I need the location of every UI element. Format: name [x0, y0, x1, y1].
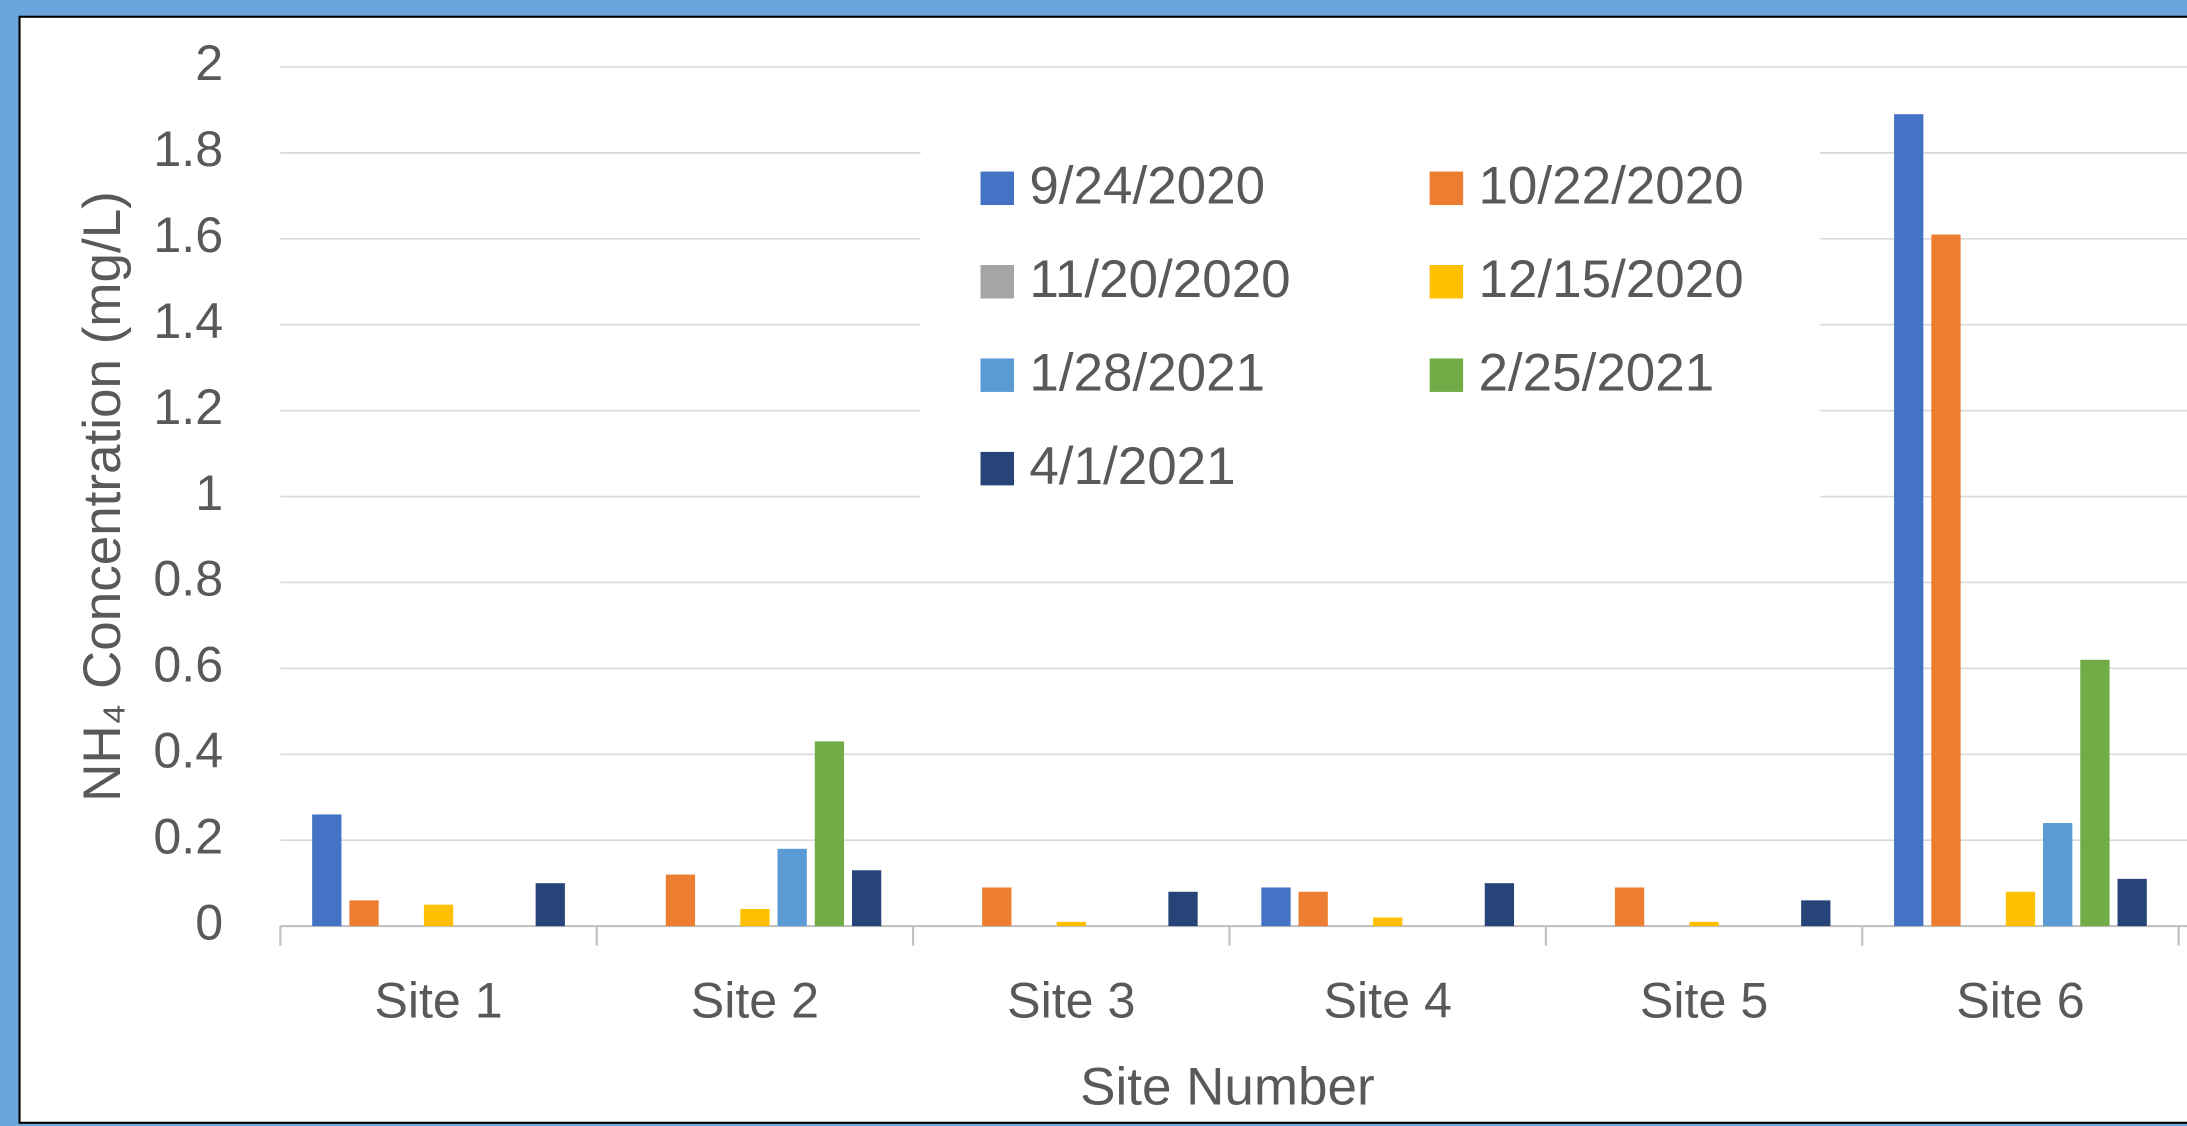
y-tick-label: 2 [195, 35, 223, 91]
bar [1298, 891, 1328, 927]
legend-swatch [1429, 358, 1464, 392]
y-tick-label: 0.8 [153, 551, 223, 607]
bar [851, 870, 882, 927]
legend-swatch [980, 265, 1014, 299]
x-tick-label: Site 4 [1323, 973, 1451, 1029]
legend-label: 9/24/2020 [1029, 157, 1265, 216]
bar [2117, 878, 2147, 927]
bar [1689, 921, 1719, 927]
legend-label: 4/1/2021 [1029, 437, 1235, 496]
bar [1261, 887, 1291, 927]
legend-label: 12/15/2020 [1478, 250, 1743, 309]
bar [2005, 891, 2036, 927]
y-tick-label: 0.6 [153, 637, 223, 693]
x-tick-label: Site 6 [1956, 973, 2084, 1029]
y-axis-title: NH₄ Concentration (mg/L) [73, 191, 132, 802]
bar [312, 814, 342, 927]
bar [814, 741, 845, 927]
bar [665, 874, 696, 927]
y-tick-label: 1.6 [153, 207, 223, 263]
y-tick-label: 0 [195, 894, 223, 950]
bar [1168, 891, 1198, 927]
bar [2080, 659, 2110, 927]
legend-label: 11/20/2020 [1029, 250, 1290, 309]
y-tick-label: 1.2 [153, 379, 223, 435]
legend-label: 2/25/2021 [1478, 344, 1714, 403]
y-tick-label: 1.8 [153, 121, 223, 177]
legend-swatch [980, 451, 1014, 486]
legend-swatch [1429, 171, 1464, 206]
bar [1614, 887, 1645, 927]
y-tick-label: 1.4 [153, 293, 223, 349]
bar [777, 848, 807, 927]
legend-swatch [980, 171, 1014, 206]
bar [982, 887, 1012, 927]
x-tick-label: Site 2 [691, 973, 819, 1029]
bar [740, 908, 770, 927]
y-tick-label: 1 [195, 465, 223, 521]
bar [423, 904, 454, 927]
legend-label: 1/28/2021 [1029, 344, 1265, 403]
bar [1931, 234, 1961, 927]
y-tick-label: 0.4 [153, 723, 223, 779]
legend-swatch [980, 358, 1014, 392]
bar [1894, 114, 1924, 927]
x-axis-title: Site Number [1080, 1058, 1375, 1117]
bar [1801, 900, 1831, 927]
y-tick-label: 0.2 [153, 808, 223, 864]
legend-background [920, 132, 1821, 517]
bar [1373, 917, 1403, 927]
legend-swatch [1429, 265, 1464, 299]
bar [535, 883, 565, 927]
bar [349, 900, 379, 927]
bar [2043, 823, 2073, 927]
x-tick-label: Site 1 [374, 973, 502, 1029]
bar [1484, 883, 1515, 927]
x-tick-label: Site 5 [1640, 973, 1768, 1029]
legend-label: 10/22/2020 [1478, 157, 1743, 216]
bar [1056, 921, 1086, 927]
x-tick-label: Site 3 [1007, 973, 1135, 1029]
